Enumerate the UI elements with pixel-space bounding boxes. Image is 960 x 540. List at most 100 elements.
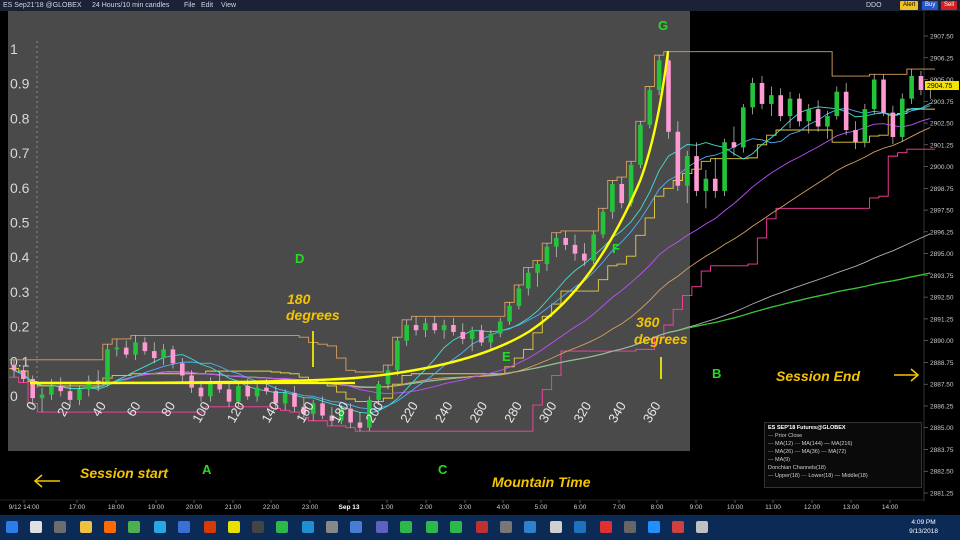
candle (395, 337, 400, 376)
legend-lower[interactable]: Lower(18) (808, 473, 834, 479)
point-a-label: A (202, 462, 212, 477)
app-icon-13[interactable] (524, 521, 536, 533)
chrome-icon[interactable] (128, 521, 140, 533)
app-icon-18[interactable] (648, 521, 660, 533)
time-tick-label: 10:00 (727, 504, 744, 511)
app-icon-5[interactable] (326, 521, 338, 533)
search-icon[interactable] (30, 521, 42, 533)
fraction-tick-label: 0.9 (10, 76, 30, 92)
indicator-legend[interactable]: ES SEP'18 Futures@GLOBEX — Prior Close —… (764, 422, 922, 488)
time-tick-label: 22:00 (263, 504, 280, 511)
candle (114, 338, 120, 357)
legend-ma72[interactable]: MA(72) (828, 449, 847, 455)
app-icon-15[interactable] (574, 521, 586, 533)
price-chart[interactable]: 10.90.80.70.60.50.40.30.20.10 2907.50290… (0, 11, 960, 515)
app-icon-17[interactable] (624, 521, 636, 533)
time-tick-label: 3:00 (459, 504, 472, 511)
ddo-label[interactable]: DDO (866, 2, 882, 9)
menu-file[interactable]: File (184, 2, 196, 9)
app-icon-2[interactable] (252, 521, 264, 533)
price-tick-label: 2886.25 (930, 403, 954, 410)
session-end-label: Session End (776, 368, 860, 384)
indicator-lines (9, 51, 935, 432)
system-clock[interactable]: 4:09 PM 9/13/2018 (909, 518, 938, 536)
time-tick-label: 7:00 (613, 504, 626, 511)
candle (479, 324, 484, 346)
point-c-label: C (438, 462, 448, 477)
legend-ma9[interactable]: MA(9) (775, 457, 791, 463)
app-icon-20[interactable] (696, 521, 708, 533)
legend-row-6: — Upper(18) — Lower(18) — Middle(18) (768, 473, 868, 479)
app-icon-8[interactable] (400, 521, 412, 533)
candle (544, 243, 550, 272)
sell-button[interactable]: Sell (941, 1, 958, 10)
legend-upper[interactable]: Upper(18) (775, 473, 800, 479)
donchian-upper-line (9, 51, 935, 373)
title-bar: ES Sep21'18 @GLOBEX 24 Hours/10 min cand… (0, 0, 960, 11)
price-tick-label: 2890.00 (930, 338, 954, 345)
candle (619, 177, 625, 209)
legend-ma216[interactable]: MA(216) (831, 441, 853, 447)
point-e-label: E (502, 349, 511, 364)
buy-button[interactable]: Buy (922, 1, 939, 10)
edge-icon[interactable] (154, 521, 166, 533)
clock-date: 9/13/2018 (909, 528, 938, 535)
app-icon-14[interactable] (550, 521, 562, 533)
window-title: ES Sep21'18 @GLOBEX (3, 2, 82, 9)
donchian-lower-line (9, 148, 935, 432)
legend-row-3: — MA(26) — MA(36) — MA(72) (768, 449, 847, 455)
menu-edit[interactable]: Edit (201, 2, 214, 9)
candle (198, 380, 204, 402)
candle (787, 91, 793, 129)
time-tick-label: 19:00 (148, 504, 165, 511)
time-tick-label: 12:00 (804, 504, 821, 511)
app-icon-7[interactable] (376, 521, 388, 533)
time-tick-label: 14:00 (882, 504, 899, 511)
app-icon-19[interactable] (672, 521, 684, 533)
fraction-tick-label: 0.6 (10, 180, 30, 196)
time-tick-label: 9:00 (690, 504, 703, 511)
app-icon-9[interactable] (426, 521, 438, 533)
candle (563, 230, 568, 251)
candle (516, 284, 522, 310)
time-tick-label: 13:00 (843, 504, 860, 511)
firefox-icon[interactable] (104, 521, 116, 533)
app-icon-3[interactable] (276, 521, 288, 533)
task-view-icon[interactable] (54, 521, 66, 533)
word-icon[interactable] (178, 521, 190, 533)
legend-ma12[interactable]: MA(12) (775, 441, 794, 447)
mountain-time-label: Mountain Time (492, 474, 591, 490)
legend-prior-close[interactable]: Prior Close (775, 433, 803, 439)
app-icon-11[interactable] (476, 521, 488, 533)
candle (694, 142, 699, 197)
candle (591, 230, 596, 265)
candle (320, 396, 325, 420)
app-icon-6[interactable] (350, 521, 362, 533)
candle (890, 105, 896, 144)
app-icon-16[interactable] (600, 521, 612, 533)
candle (161, 344, 166, 366)
price-tick-label: 2887.50 (930, 382, 954, 389)
time-tick-label: 23:00 (302, 504, 319, 511)
app-icon-1[interactable] (228, 521, 240, 533)
timeframe-selector[interactable]: 24 Hours/10 min candles (92, 2, 170, 9)
app-icon-12[interactable] (500, 521, 512, 533)
price-tick-label: 2888.75 (930, 360, 954, 367)
app-icon-4[interactable] (302, 521, 314, 533)
legend-ma26[interactable]: MA(26) (775, 449, 794, 455)
legend-donchian[interactable]: Donchian Channels(18) (768, 465, 826, 471)
session-start-label: Session start (80, 465, 169, 481)
legend-ma144[interactable]: MA(144) (801, 441, 823, 447)
candle (123, 340, 129, 359)
session-end-arrow (894, 368, 920, 382)
alert-button[interactable]: Alert (900, 1, 919, 10)
candle (488, 330, 494, 350)
app-icon-10[interactable] (450, 521, 462, 533)
legend-ma36[interactable]: MA(36) (801, 449, 820, 455)
windows-start-icon[interactable] (6, 521, 18, 533)
menu-view[interactable]: View (221, 2, 237, 9)
candle (525, 267, 531, 296)
file-explorer-icon[interactable] (80, 521, 92, 533)
legend-middle[interactable]: Middle(18) (841, 473, 868, 479)
powerpoint-icon[interactable] (204, 521, 216, 533)
